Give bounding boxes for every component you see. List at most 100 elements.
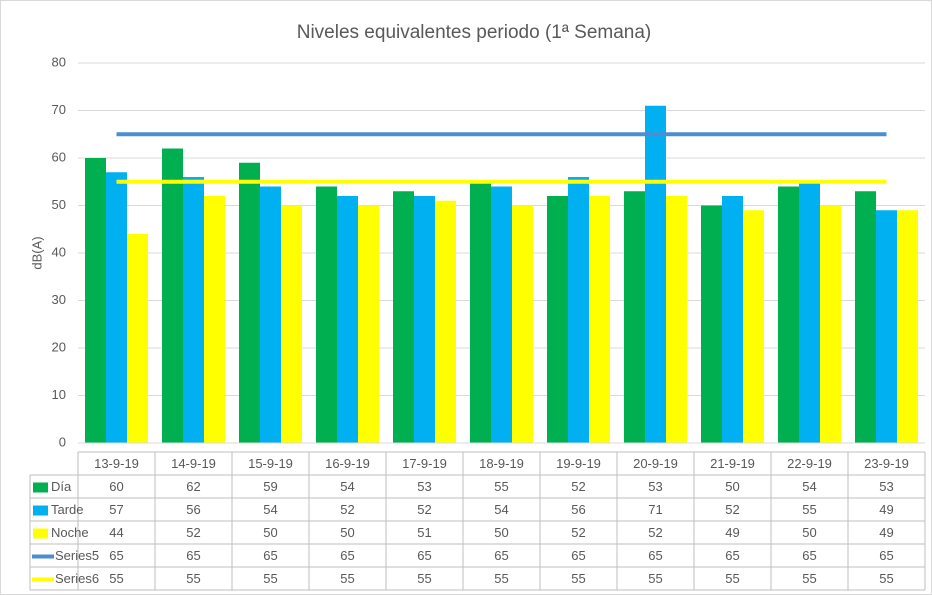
table-value: 50 [802,525,816,540]
bar [512,205,533,443]
chart-title: Niveles equivalentes periodo (1ª Semana) [297,22,652,43]
table-value: 55 [109,571,123,586]
table-value: 65 [571,548,585,563]
bar [470,181,491,443]
bar [666,196,687,443]
table-value: 52 [417,502,431,517]
y-tick-label: 80 [52,54,66,69]
legend-label: Día [51,479,72,494]
table-value: 62 [186,479,200,494]
bar [645,105,666,443]
table-value: 53 [879,479,893,494]
x-tick-label: 13-9-19 [94,456,139,471]
bar [778,186,799,443]
table-value: 55 [417,571,431,586]
bar [316,186,337,443]
table-value: 71 [648,502,662,517]
table-value: 51 [417,525,431,540]
legend-key [33,528,48,539]
table-value: 65 [494,548,508,563]
table-value: 52 [571,525,585,540]
bar [337,196,358,443]
table-value: 53 [648,479,662,494]
x-tick-label: 20-9-19 [633,456,678,471]
table-value: 55 [263,571,277,586]
table-value: 50 [494,525,508,540]
table-value: 65 [263,548,277,563]
bar [239,162,260,443]
legend-label: Tarde [51,502,84,517]
table-value: 54 [340,479,354,494]
bar [127,234,148,443]
table-value: 52 [648,525,662,540]
x-tick-label: 19-9-19 [556,456,601,471]
bar [281,205,302,443]
bar [414,196,435,443]
table-value: 55 [340,571,354,586]
y-tick-label: 70 [52,102,66,117]
bar [393,191,414,443]
x-tick-label: 14-9-19 [171,456,216,471]
table-value: 50 [340,525,354,540]
table-value: 44 [109,525,123,540]
table-value: 65 [186,548,200,563]
table-value: 52 [186,525,200,540]
table-value: 49 [879,502,893,517]
table-value: 55 [648,571,662,586]
y-tick-label: 30 [52,292,66,307]
table-value: 65 [802,548,816,563]
x-tick-label: 17-9-19 [402,456,447,471]
table-value: 56 [186,502,200,517]
x-tick-label: 22-9-19 [787,456,832,471]
y-tick-label: 40 [52,244,66,259]
bar [204,196,225,443]
bar [547,196,568,443]
y-tick-label: 10 [52,387,66,402]
table-value: 55 [725,571,739,586]
table-value: 50 [263,525,277,540]
bar [722,196,743,443]
table-value: 59 [263,479,277,494]
table-value: 52 [340,502,354,517]
y-tick-label: 50 [52,197,66,212]
x-tick-label: 18-9-19 [479,456,524,471]
bar [876,210,897,443]
x-tick-label: 21-9-19 [710,456,755,471]
table-value: 50 [725,479,739,494]
table-value: 52 [571,479,585,494]
legend-label: Noche [51,525,89,540]
table-value: 55 [494,479,508,494]
bar [106,172,127,443]
table-value: 57 [109,502,123,517]
legend-key [33,482,48,493]
bar [855,191,876,443]
table-value: 60 [109,479,123,494]
table-value: 54 [802,479,816,494]
legend-key [33,505,48,516]
bar [799,181,820,443]
bar [435,200,456,443]
table-value: 55 [494,571,508,586]
y-axis-label: dB(A) [29,236,44,269]
bar [491,186,512,443]
table-value: 65 [879,548,893,563]
table-value: 54 [494,502,508,517]
table-value: 65 [417,548,431,563]
bar [820,205,841,443]
bar [701,205,722,443]
table-value: 55 [879,571,893,586]
table-value: 55 [186,571,200,586]
table-value: 56 [571,502,585,517]
table-value: 52 [725,502,739,517]
x-tick-label: 15-9-19 [248,456,293,471]
bar [568,177,589,443]
table-value: 65 [648,548,662,563]
table-value: 65 [340,548,354,563]
bar [183,177,204,443]
table-value: 55 [571,571,585,586]
bar [358,205,379,443]
legend-label: Series6 [55,571,99,586]
x-tick-label: 16-9-19 [325,456,370,471]
